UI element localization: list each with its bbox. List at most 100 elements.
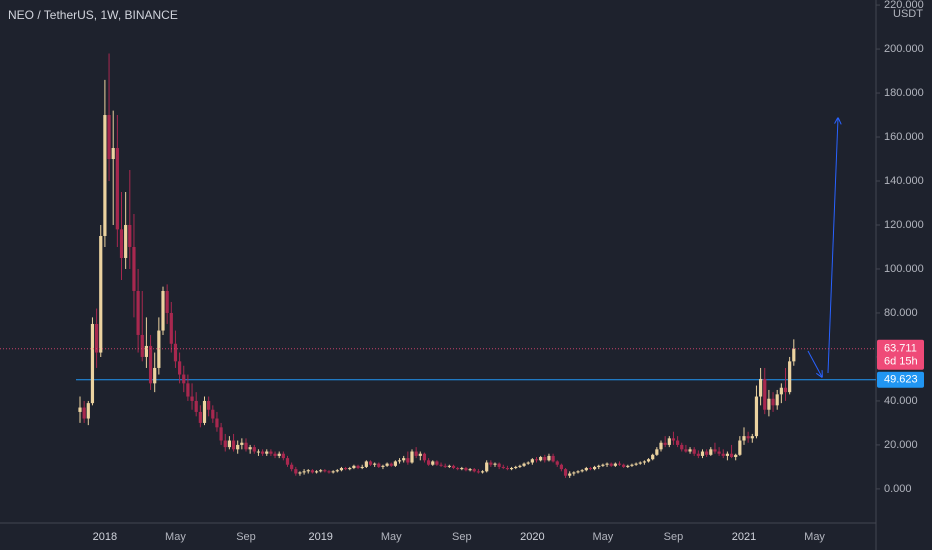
candle-body — [609, 463, 613, 466]
candle-body — [597, 465, 601, 467]
candle-body — [626, 465, 630, 467]
y-tick-label: 220.000 — [884, 0, 924, 11]
candle-body — [202, 400, 207, 423]
last-price-box — [877, 339, 924, 370]
candle-body — [410, 451, 414, 463]
candle-body — [339, 468, 344, 471]
candle-body — [489, 462, 493, 465]
candle-body — [115, 148, 119, 230]
candle-body — [90, 323, 95, 404]
candle-body — [78, 407, 82, 412]
candle-body — [103, 115, 107, 236]
candle-body — [572, 472, 576, 474]
candle-body — [261, 451, 265, 454]
candle-body — [759, 378, 763, 397]
candle-body — [140, 334, 144, 357]
y-tick-label: 100.000 — [884, 263, 924, 275]
candle-body — [746, 436, 750, 439]
x-tick-label: 2020 — [520, 531, 544, 543]
candle-body — [236, 444, 240, 450]
candle-body — [290, 464, 294, 470]
candle-body — [655, 449, 659, 455]
candle-body — [734, 454, 738, 458]
candle-body — [186, 383, 190, 397]
candle-body — [622, 464, 626, 467]
candle-body — [534, 459, 539, 461]
candle-body — [119, 229, 124, 258]
candle-body — [476, 471, 480, 473]
candle-body — [779, 387, 783, 395]
candle-body — [717, 451, 721, 454]
candle-body — [684, 449, 688, 452]
y-tick-label: 160.000 — [884, 131, 924, 143]
candle-body — [314, 471, 319, 473]
candle-body — [211, 409, 215, 419]
candle-body — [373, 463, 377, 465]
candle-body — [671, 438, 676, 441]
candle-body — [223, 440, 227, 448]
candle-body — [385, 463, 389, 466]
candle-body — [178, 361, 182, 375]
candle-body — [584, 468, 588, 471]
candle-body — [688, 449, 692, 452]
y-tick-label: 180.000 — [884, 87, 924, 99]
candle-body — [630, 464, 634, 466]
candle-body — [443, 465, 447, 467]
chart-title: NEO / TetherUS, 1W, BINANCE — [8, 8, 178, 22]
candle-body — [136, 290, 140, 335]
candle-body — [344, 468, 348, 470]
candle-body — [148, 345, 153, 384]
arrow-drawing — [807, 350, 822, 377]
candle-body — [248, 447, 252, 450]
candle-body — [397, 460, 402, 462]
candle-body — [501, 466, 505, 469]
candle-body — [738, 440, 742, 455]
x-tick-label: May — [804, 531, 825, 543]
candle-body — [422, 453, 427, 461]
candle-body — [680, 444, 684, 450]
candle-body — [348, 468, 352, 470]
candle-body — [431, 461, 435, 465]
candle-body — [356, 465, 360, 469]
candle-body — [244, 442, 248, 450]
candle-body — [393, 461, 397, 466]
candle-body — [302, 471, 306, 473]
candle-body — [692, 449, 696, 454]
candle-body — [667, 438, 671, 445]
candle-body — [555, 461, 559, 465]
candle-body — [456, 468, 460, 470]
candle-body — [547, 455, 551, 461]
candle-body — [364, 461, 368, 467]
last-price-label: 63.711 — [884, 343, 917, 355]
candle-body — [427, 460, 431, 465]
candle-body — [729, 453, 734, 458]
candle-body — [207, 400, 211, 410]
candle-body — [107, 115, 111, 160]
candle-body — [360, 466, 364, 469]
candle-body — [617, 463, 622, 465]
candle-body — [775, 394, 779, 406]
candle-body — [713, 449, 717, 452]
candle-body — [663, 442, 667, 445]
countdown-label: 6d 15h — [884, 356, 918, 368]
candle-body — [526, 462, 530, 464]
arrow-drawing — [827, 118, 838, 374]
unit-label: USDT — [893, 8, 923, 20]
y-tick-label: 200.000 — [884, 43, 924, 55]
plot-area — [76, 53, 876, 478]
candle-body — [551, 455, 555, 462]
candle-body — [323, 470, 327, 472]
candle-body — [389, 463, 393, 466]
candle-body — [153, 367, 157, 384]
candle-body — [161, 290, 165, 331]
candle-body — [124, 224, 128, 258]
hline-price-box — [877, 371, 924, 388]
candle-body — [568, 473, 572, 476]
candle-body — [767, 398, 771, 410]
candle-body — [613, 463, 617, 466]
candle-body — [182, 374, 186, 384]
candle-body — [543, 457, 547, 461]
candle-body — [82, 407, 86, 419]
candle-body — [651, 454, 655, 460]
